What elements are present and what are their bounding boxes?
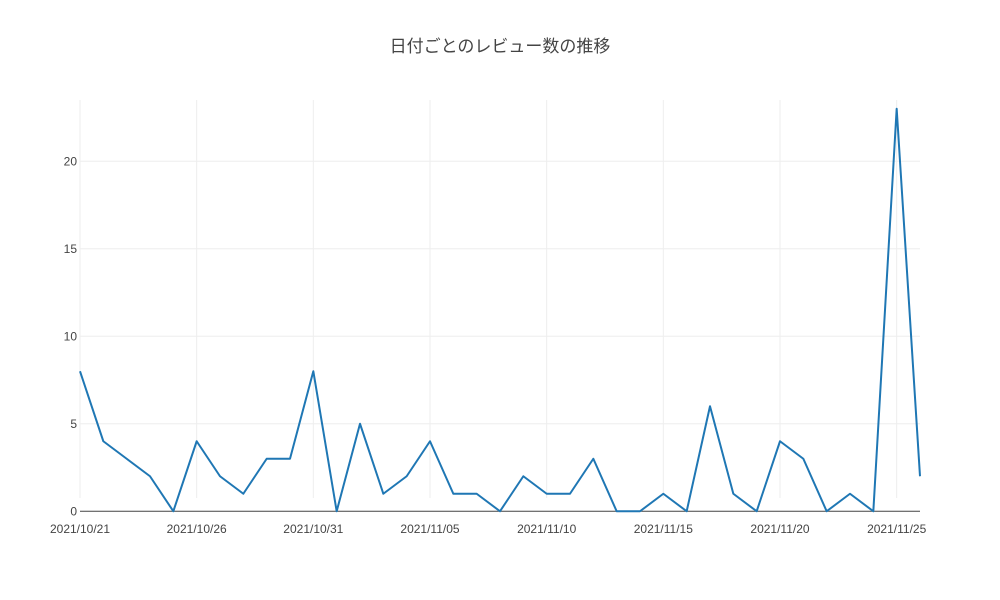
y-tick-label: 10	[64, 329, 78, 343]
x-tick-label: 2021/11/10	[517, 522, 576, 536]
series-group	[79, 107, 921, 513]
x-tick-label: 2021/10/31	[283, 522, 343, 536]
series-line	[79, 107, 921, 513]
x-tick-label: 2021/11/05	[400, 522, 459, 536]
x-tick-labels: 2021/10/21 2021/10/26 2021/10/31 2021/11/05…	[50, 522, 927, 536]
x-tick-label: 2021/10/26	[167, 522, 227, 536]
y-tick-label: 20	[64, 154, 78, 168]
y-tick-label: 15	[64, 242, 78, 256]
x-tick-label: 2021/11/20	[750, 522, 809, 536]
x-tick-label: 2021/10/21	[50, 522, 110, 536]
x-gridlines	[79, 100, 898, 498]
y-tick-labels: 0 5 10 15 20	[64, 154, 78, 518]
y-tick-label: 0	[70, 504, 77, 518]
y-gridlines	[80, 160, 920, 425]
y-tick-label: 5	[70, 417, 77, 431]
chart-title: 日付ごとのレビュー数の推移	[389, 37, 611, 57]
x-tick-label: 2021/11/15	[634, 522, 693, 536]
x-tick-label: 2021/11/25	[867, 522, 926, 536]
